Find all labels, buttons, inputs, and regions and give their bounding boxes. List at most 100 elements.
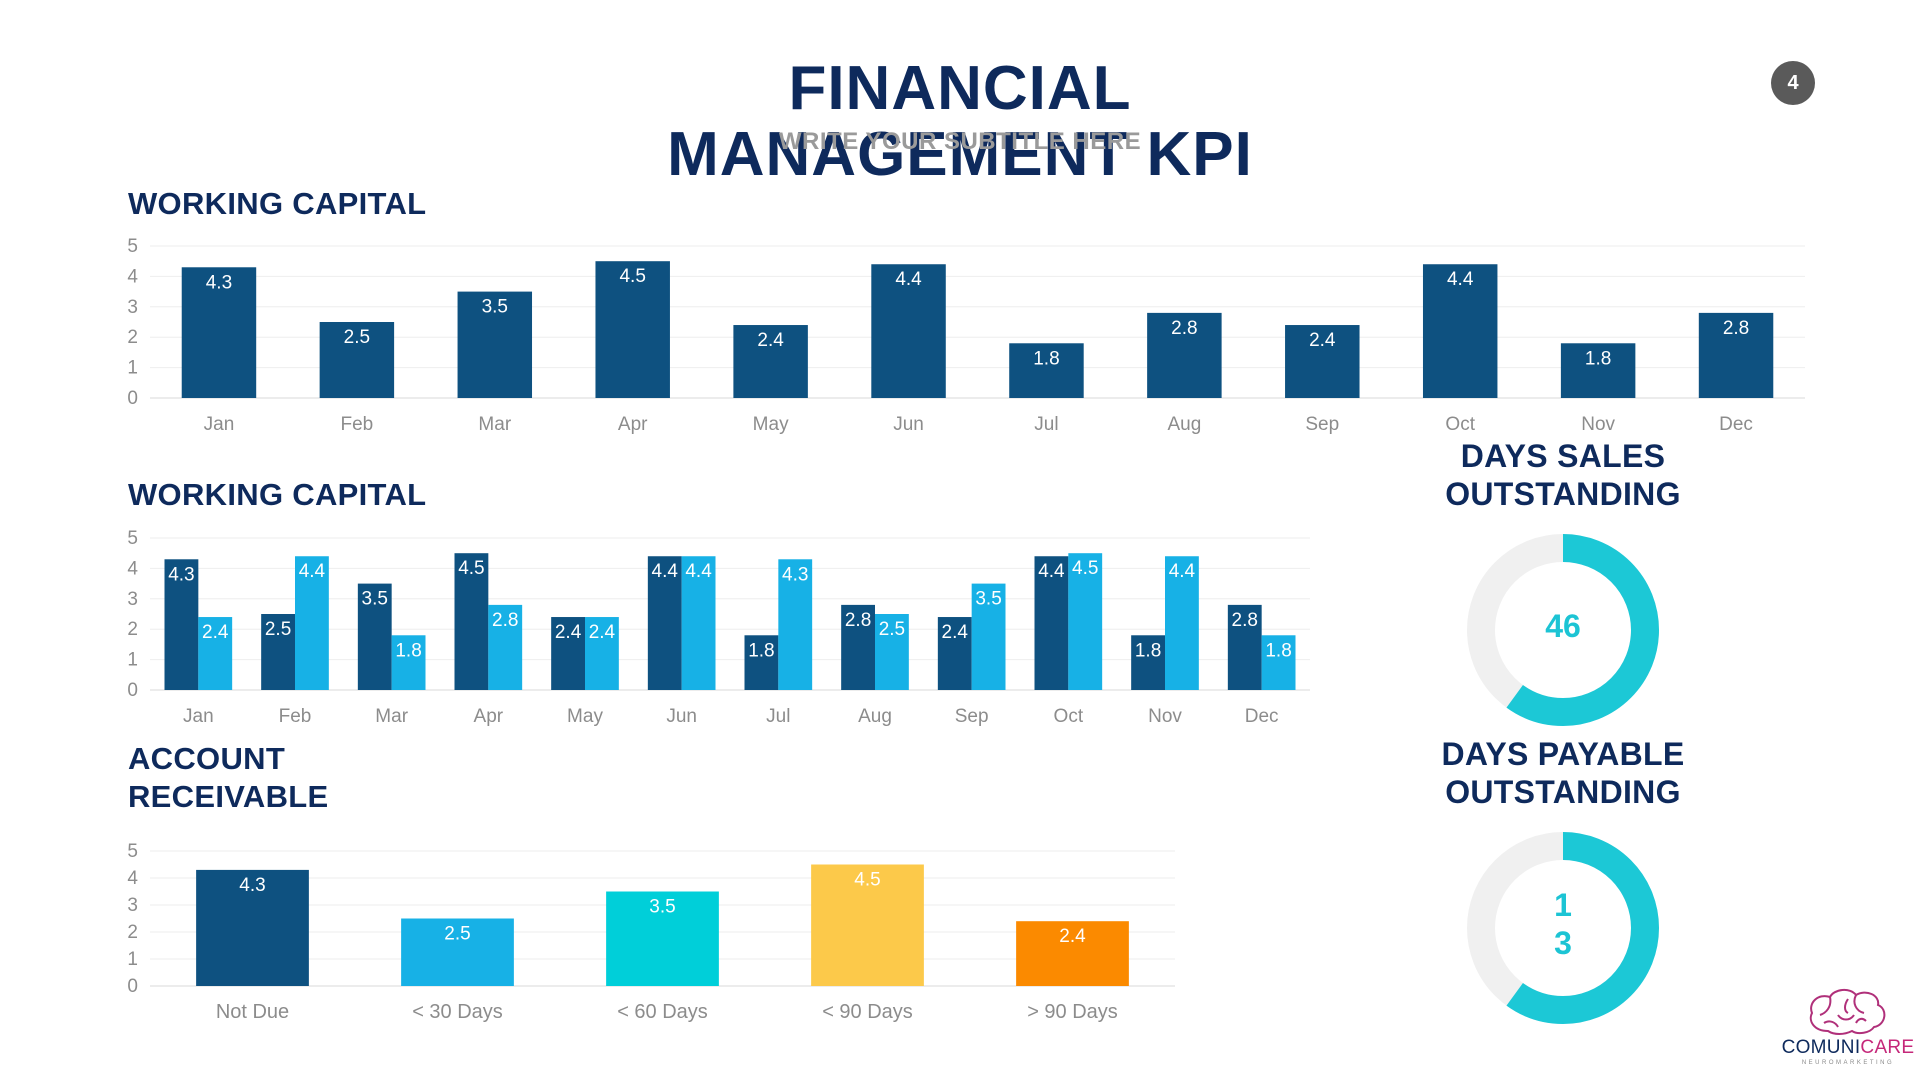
bar [198, 617, 233, 690]
data-label: 3.5 [975, 589, 1001, 610]
dso-value: 46 [1545, 608, 1581, 644]
data-label: 1.8 [395, 640, 421, 661]
y-tick-label: 3 [127, 895, 138, 916]
y-tick-label: 0 [127, 388, 138, 409]
bar [457, 291, 533, 398]
x-tick-label: Aug [1167, 414, 1201, 435]
x-tick-label: Jun [893, 414, 924, 435]
x-tick-label: Dec [1719, 414, 1753, 435]
working-capital-title-2: WORKING CAPITAL [128, 477, 427, 512]
bar [551, 617, 585, 690]
x-tick-label: May [753, 414, 789, 435]
y-tick-label: 0 [127, 976, 138, 997]
y-tick-label: 2 [127, 619, 138, 640]
y-tick-label: 1 [127, 949, 138, 970]
data-label: 1.8 [748, 640, 774, 661]
bar [319, 322, 395, 398]
x-tick-label: Jan [204, 414, 235, 435]
dpo-donut-arc [1467, 832, 1659, 1024]
data-label: 1.8 [1265, 640, 1291, 661]
data-label: 2.5 [265, 619, 291, 640]
data-label: 4.5 [458, 558, 484, 579]
data-label: 4.4 [895, 269, 922, 290]
y-tick-label: 3 [127, 589, 138, 610]
y-tick-label: 3 [127, 297, 138, 318]
data-label: 2.8 [845, 610, 871, 631]
bar [454, 553, 489, 690]
x-tick-label: Not Due [216, 1001, 289, 1023]
data-label: 4.3 [239, 875, 265, 896]
data-label: 2.4 [202, 622, 229, 643]
bar [778, 559, 813, 690]
x-tick-label: Mar [478, 414, 511, 435]
dpo-title: DAYS PAYABLE OUTSTANDING [1441, 736, 1685, 810]
data-label: 2.5 [344, 327, 370, 348]
x-tick-label: < 90 Days [822, 1001, 913, 1023]
bar [1560, 343, 1636, 398]
bar [871, 264, 946, 398]
bar [937, 617, 972, 690]
x-tick-label: Sep [955, 706, 989, 727]
data-label: 2.5 [444, 924, 470, 945]
x-tick-label: < 30 Days [412, 1001, 503, 1023]
bar [357, 583, 392, 690]
data-label: 1.8 [1033, 348, 1059, 369]
bar [1698, 312, 1774, 398]
x-tick-label: Oct [1054, 706, 1084, 727]
y-tick-label: 4 [127, 868, 138, 889]
bar [391, 635, 426, 690]
data-label: 4.4 [685, 561, 712, 582]
bar [295, 556, 329, 690]
x-tick-label: Aug [858, 706, 892, 727]
x-tick-label: Feb [341, 414, 374, 435]
data-label: 4.4 [299, 561, 326, 582]
y-tick-label: 1 [127, 358, 138, 379]
dso-donut-arc [1467, 534, 1659, 726]
dpo-value: 1 3 [1554, 887, 1572, 961]
bar [606, 891, 719, 986]
data-label: 2.8 [1723, 318, 1749, 339]
bar [401, 918, 514, 986]
bar [1227, 604, 1262, 690]
brain-icon [1809, 989, 1886, 1035]
page-subtitle: WRITE YOUR SUBTITLE HERE [778, 128, 1142, 155]
x-tick-label: Mar [375, 706, 408, 727]
data-label: 2.8 [1171, 318, 1197, 339]
data-label: 2.5 [879, 619, 905, 640]
page-title: FINANCIAL MANAGEMENT KPI [667, 54, 1253, 189]
page-number-badge: 4 [1771, 61, 1815, 105]
bar [1147, 312, 1222, 398]
data-label: 2.4 [757, 330, 784, 351]
bar [1261, 635, 1296, 690]
bar [196, 869, 309, 986]
bar [875, 614, 909, 690]
y-tick-label: 0 [127, 680, 138, 701]
x-tick-label: Jul [766, 706, 790, 727]
bar [595, 261, 670, 398]
bar [811, 864, 924, 986]
data-label: 2.4 [942, 622, 969, 643]
y-tick-label: 5 [127, 528, 138, 549]
bar [1016, 921, 1129, 986]
x-tick-label: May [567, 706, 603, 727]
logo-wordmark: COMUNICARE [1781, 1037, 1915, 1058]
dso-donut-chart [1467, 534, 1659, 726]
bar [1422, 264, 1498, 398]
data-label: 2.8 [492, 610, 518, 631]
x-tick-label: Oct [1445, 414, 1475, 435]
data-label: 3.5 [482, 297, 508, 318]
comunicare-logo: COMUNICARE NEUROMARKETING [1778, 985, 1918, 1071]
working-capital-title-1: WORKING CAPITAL [128, 186, 427, 221]
bar [681, 556, 716, 690]
bar [181, 267, 257, 398]
logo-tagline: NEUROMARKETING [1801, 1060, 1895, 1066]
bar [164, 559, 199, 690]
bar [744, 635, 779, 690]
data-label: 1.8 [1585, 348, 1611, 369]
bar [1131, 635, 1165, 690]
x-tick-label: Jul [1034, 414, 1058, 435]
bar [1009, 343, 1084, 398]
data-label: 2.4 [1059, 926, 1086, 947]
